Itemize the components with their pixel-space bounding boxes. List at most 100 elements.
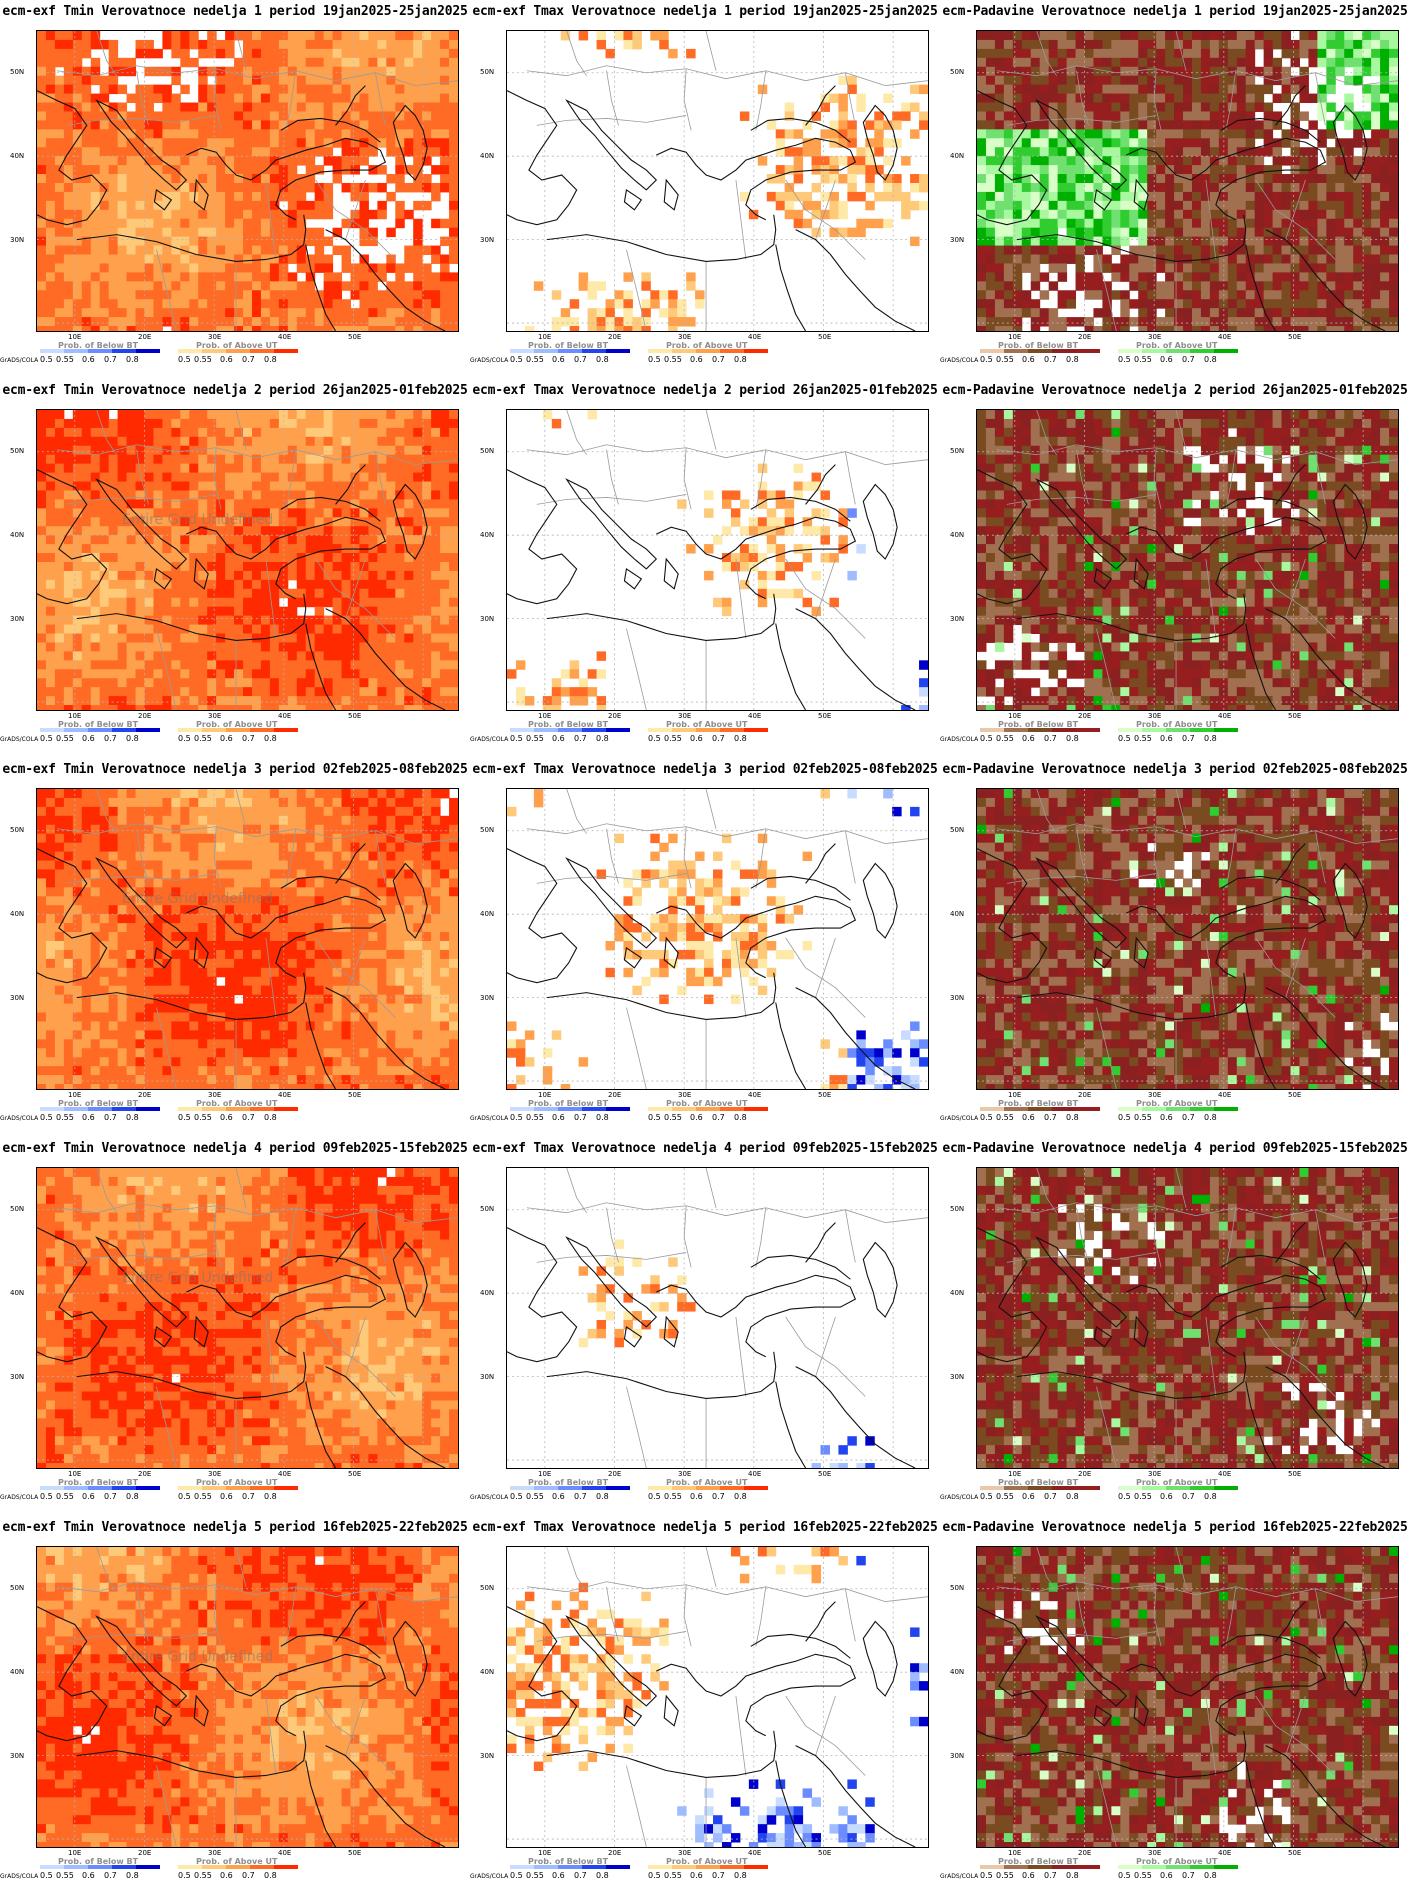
country-border	[1255, 1695, 1336, 1776]
grads-credit: GrADS/COLA	[940, 1494, 979, 1501]
coastline	[565, 99, 658, 191]
lon-label: 10E	[1008, 1470, 1022, 1478]
map-canvas	[506, 1546, 929, 1848]
colorbar-segment	[696, 1107, 720, 1111]
grads-credit: GrADS/COLA	[470, 1115, 509, 1122]
coastline	[862, 483, 898, 560]
probability-field	[578, 1239, 875, 1468]
colorbar-segment	[558, 728, 582, 732]
colorbar-tick: 0.5	[648, 1871, 661, 1880]
coastline	[392, 104, 428, 181]
colorbar-segment	[1052, 728, 1076, 732]
country-border	[566, 410, 587, 455]
coastline	[1220, 1254, 1321, 1280]
grads-credit: GrADS/COLA	[940, 357, 979, 364]
country-border	[1255, 179, 1336, 260]
country-border	[845, 830, 856, 884]
coastline	[37, 1227, 108, 1363]
colorbar-segment	[226, 1865, 250, 1869]
colorbar-segment	[672, 1865, 696, 1869]
colorbar-below	[980, 1486, 1100, 1490]
country-border	[136, 70, 149, 126]
coastline	[76, 972, 307, 1021]
lat-label: 50N	[480, 447, 495, 455]
lat-label: 50N	[10, 1205, 25, 1213]
map-canvas	[506, 409, 929, 711]
colorbar-segment	[744, 728, 768, 732]
lat-label: 50N	[10, 447, 25, 455]
coastline	[186, 1274, 387, 1358]
coastline	[565, 1615, 658, 1707]
colorbar-tick: 0.7	[242, 1492, 255, 1501]
colorbar-segment	[112, 1865, 136, 1869]
colorbar-below	[980, 1865, 1100, 1869]
colorbar-segment	[1214, 1865, 1238, 1869]
country-border	[1205, 1316, 1217, 1397]
colorbar-tick: 0.5	[510, 355, 523, 364]
coastline	[1035, 478, 1128, 570]
coastline	[507, 469, 578, 605]
coastline	[305, 1381, 337, 1468]
colorbar-segment	[274, 349, 298, 353]
country-border	[213, 447, 222, 510]
country-border	[1225, 449, 1237, 510]
lat-label: 40N	[950, 152, 965, 160]
coastline	[507, 90, 578, 226]
colorbar-segment	[558, 1107, 582, 1111]
colorbar-tick: 0.7	[104, 1871, 117, 1880]
lon-label: 40E	[1218, 1470, 1232, 1478]
colorbar-tick: 0.5	[980, 1871, 993, 1880]
lon-label: 30E	[678, 1849, 692, 1857]
undefined-grid-overlay: Entire Grid Undefined	[122, 1649, 274, 1665]
map-svg	[977, 789, 1398, 1089]
colorbar-segment	[1004, 1486, 1028, 1490]
colorbar-segment	[1166, 1107, 1190, 1111]
coastline	[1035, 1615, 1128, 1707]
lat-label: 40N	[480, 1668, 495, 1676]
colorbar-title: Prob. of Below BT	[998, 1478, 1079, 1487]
lat-label: 50N	[950, 826, 965, 834]
colorbar-tick: 0.7	[574, 1492, 587, 1501]
lon-label: 30E	[1148, 1849, 1162, 1857]
map-svg	[507, 1547, 928, 1847]
colorbar-segment	[1142, 1865, 1166, 1869]
colorbar-tick: 0.8	[734, 355, 747, 364]
lon-label: 30E	[678, 1091, 692, 1099]
colorbar-below	[510, 728, 630, 732]
lat-label: 30N	[480, 994, 495, 1002]
country-border	[136, 1586, 149, 1642]
colorbar-tick: 0.7	[712, 1871, 725, 1880]
coastline	[153, 947, 173, 969]
colorbar-segment	[980, 1486, 1004, 1490]
colorbar-tick: 0.55	[1134, 1113, 1152, 1122]
coastline	[1332, 862, 1368, 939]
colorbar-segment	[178, 1865, 202, 1869]
colorbar-tick: 0.5	[40, 355, 53, 364]
colorbar-segment	[744, 1107, 768, 1111]
country-border	[235, 1168, 247, 1208]
colorbar-tick: 0.6	[220, 1871, 233, 1880]
country-border	[96, 410, 117, 455]
coastline	[623, 1326, 643, 1348]
lat-label: 30N	[480, 1752, 495, 1760]
colorbar-tick: 0.8	[126, 1871, 139, 1880]
lat-label: 30N	[480, 1373, 495, 1381]
coastline	[37, 90, 108, 226]
colorbar-tick: 0.7	[1182, 1113, 1195, 1122]
coastline	[862, 862, 898, 939]
lon-label: 20E	[138, 712, 152, 720]
colorbar-segment	[202, 728, 226, 732]
colorbar-title: Prob. of Above UT	[1136, 1478, 1218, 1487]
colorbar-segment	[1190, 1865, 1214, 1869]
country-border	[136, 828, 149, 884]
colorbar-segment	[88, 1865, 112, 1869]
coastline	[977, 1606, 1048, 1742]
colorbar-tick: 0.7	[574, 355, 587, 364]
country-border	[785, 1695, 866, 1776]
coastline	[1265, 1366, 1386, 1468]
country-border	[606, 1586, 619, 1642]
map-canvas	[976, 1546, 1399, 1848]
colorbar-tick: 0.5	[178, 1113, 191, 1122]
lon-label: 20E	[138, 1470, 152, 1478]
lon-label: 20E	[608, 333, 622, 341]
